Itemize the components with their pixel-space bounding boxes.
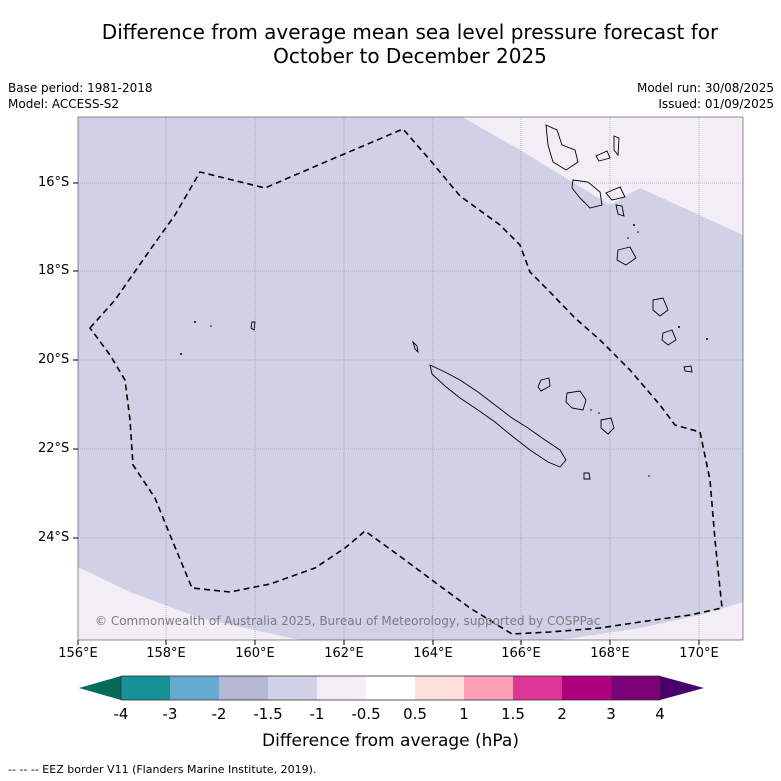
loyalty-island-3 <box>600 417 615 435</box>
colorbar-cell <box>611 676 661 700</box>
new-caledonia-island <box>429 364 567 468</box>
vanuatu-epi <box>615 204 625 217</box>
colorbar-tick-label: 4 <box>655 705 665 723</box>
lon-label-156e: 156°E <box>58 646 98 661</box>
colorbar-cell <box>366 676 416 700</box>
vanuatu-aneityum <box>683 365 693 373</box>
colorbar-title: Difference from average (hPa) <box>262 731 519 751</box>
colorbar-tick-label: -0.5 <box>351 705 381 723</box>
colorbar-tick-label: 0.5 <box>403 705 427 723</box>
walpole-island <box>583 472 591 480</box>
vanuatu-north-island <box>595 150 611 162</box>
colorbar-tick-label: -1 <box>309 705 325 723</box>
colorbar-tick-label: 1.5 <box>501 705 525 723</box>
lon-label-168e: 168°E <box>590 646 630 661</box>
loyalty-island-2 <box>565 390 587 411</box>
title-line-2: October to December 2025 <box>273 44 547 68</box>
vanuatu-tanna <box>661 329 677 346</box>
vanuatu-erromango <box>652 297 669 317</box>
colorbar-outline <box>120 675 661 701</box>
colorbar-cell <box>513 676 563 700</box>
issued-date: Issued: 01/09/2025 <box>658 97 774 111</box>
eez-footnote: -- -- -- EEZ border V11 (Flanders Marine… <box>8 763 317 776</box>
lat-label-24s: 24°S <box>38 530 70 545</box>
colorbar-low-extension <box>79 676 121 700</box>
colorbar-tick-label: -4 <box>113 705 129 723</box>
colorbar-tick-label: -3 <box>162 705 178 723</box>
title-line-1: Difference from average mean sea level p… <box>101 20 719 44</box>
colorbar-high-extension <box>660 676 704 700</box>
vanuatu-malekula <box>571 179 603 209</box>
lat-label-18s: 18°S <box>38 263 70 278</box>
loyalty-island-1 <box>537 377 551 392</box>
meta-right: Model run: 30/08/2025 Issued: 01/09/2025 <box>637 80 774 112</box>
lat-label-20s: 20°S <box>38 352 70 367</box>
colorbar-tick-label: -2 <box>211 705 227 723</box>
colorbar-tick-label: 1 <box>459 705 469 723</box>
colorbar-tick-label: -1.5 <box>253 705 283 723</box>
axis-ticks <box>73 182 700 645</box>
colorbar-cell <box>268 676 318 700</box>
vanuatu-efate <box>616 246 637 266</box>
base-period: Base period: 1981-2018 <box>8 81 153 95</box>
model-name: Model: ACCESS-S2 <box>8 97 120 111</box>
colorbar <box>79 675 704 701</box>
lon-label-160e: 160°E <box>235 646 275 661</box>
colorbar-cell <box>415 676 465 700</box>
vanuatu-ambrym <box>605 186 626 201</box>
lon-label-170e: 170°E <box>679 646 719 661</box>
meta-left: Base period: 1981-2018 Model: ACCESS-S2 <box>8 80 153 112</box>
chesterfield-reef <box>250 321 256 331</box>
lon-label-162e: 162°E <box>324 646 364 661</box>
copyright-notice: © Commonwealth of Australia 2025, Bureau… <box>95 614 601 628</box>
colorbar-tick-label: 3 <box>606 705 616 723</box>
lon-label-158e: 158°E <box>146 646 186 661</box>
model-run: Model run: 30/08/2025 <box>636 81 774 95</box>
belep-island <box>412 340 419 354</box>
lat-label-22s: 22°S <box>38 441 70 456</box>
colorbar-cell <box>219 676 269 700</box>
colorbar-cell <box>464 676 514 700</box>
graticule <box>78 117 743 640</box>
colorbar-cell <box>562 676 612 700</box>
anomaly-band-main <box>78 117 743 640</box>
colorbar-cell <box>170 676 220 700</box>
lat-label-16s: 16°S <box>38 175 70 190</box>
map-frame <box>77 116 744 641</box>
small-islets <box>180 224 708 477</box>
chart-title: Difference from average mean sea level p… <box>40 20 780 68</box>
lon-label-164e: 164°E <box>413 646 453 661</box>
colorbar-tick-label: 2 <box>557 705 567 723</box>
coastlines <box>250 124 693 480</box>
colorbar-cell <box>121 676 171 700</box>
vanuatu-espiritu-santo <box>545 124 579 171</box>
vanuatu-pentecost <box>613 135 620 157</box>
lon-label-166e: 166°E <box>501 646 541 661</box>
colorbar-cell <box>317 676 367 700</box>
eez-border <box>88 128 723 635</box>
